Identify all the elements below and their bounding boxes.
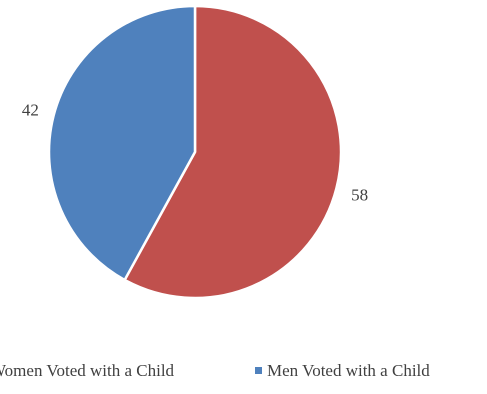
- pie-slices: [47, 4, 343, 300]
- legend-item: Men Voted with a Child: [255, 361, 430, 380]
- legend: Women Voted with a Child Men Voted with a…: [0, 361, 430, 380]
- legend-label: Men Voted with a Child: [267, 361, 430, 380]
- data-label: 58: [351, 185, 368, 204]
- legend-swatch: [255, 367, 262, 374]
- pie-slice-women-voted-with-a-child: [123, 4, 343, 300]
- legend-label: Women Voted with a Child: [0, 361, 175, 380]
- legend-item: Women Voted with a Child: [0, 361, 175, 380]
- pie-slice-men-voted-with-a-child: [47, 4, 197, 282]
- data-labels: 58 42: [22, 101, 368, 205]
- data-label: 42: [22, 101, 39, 120]
